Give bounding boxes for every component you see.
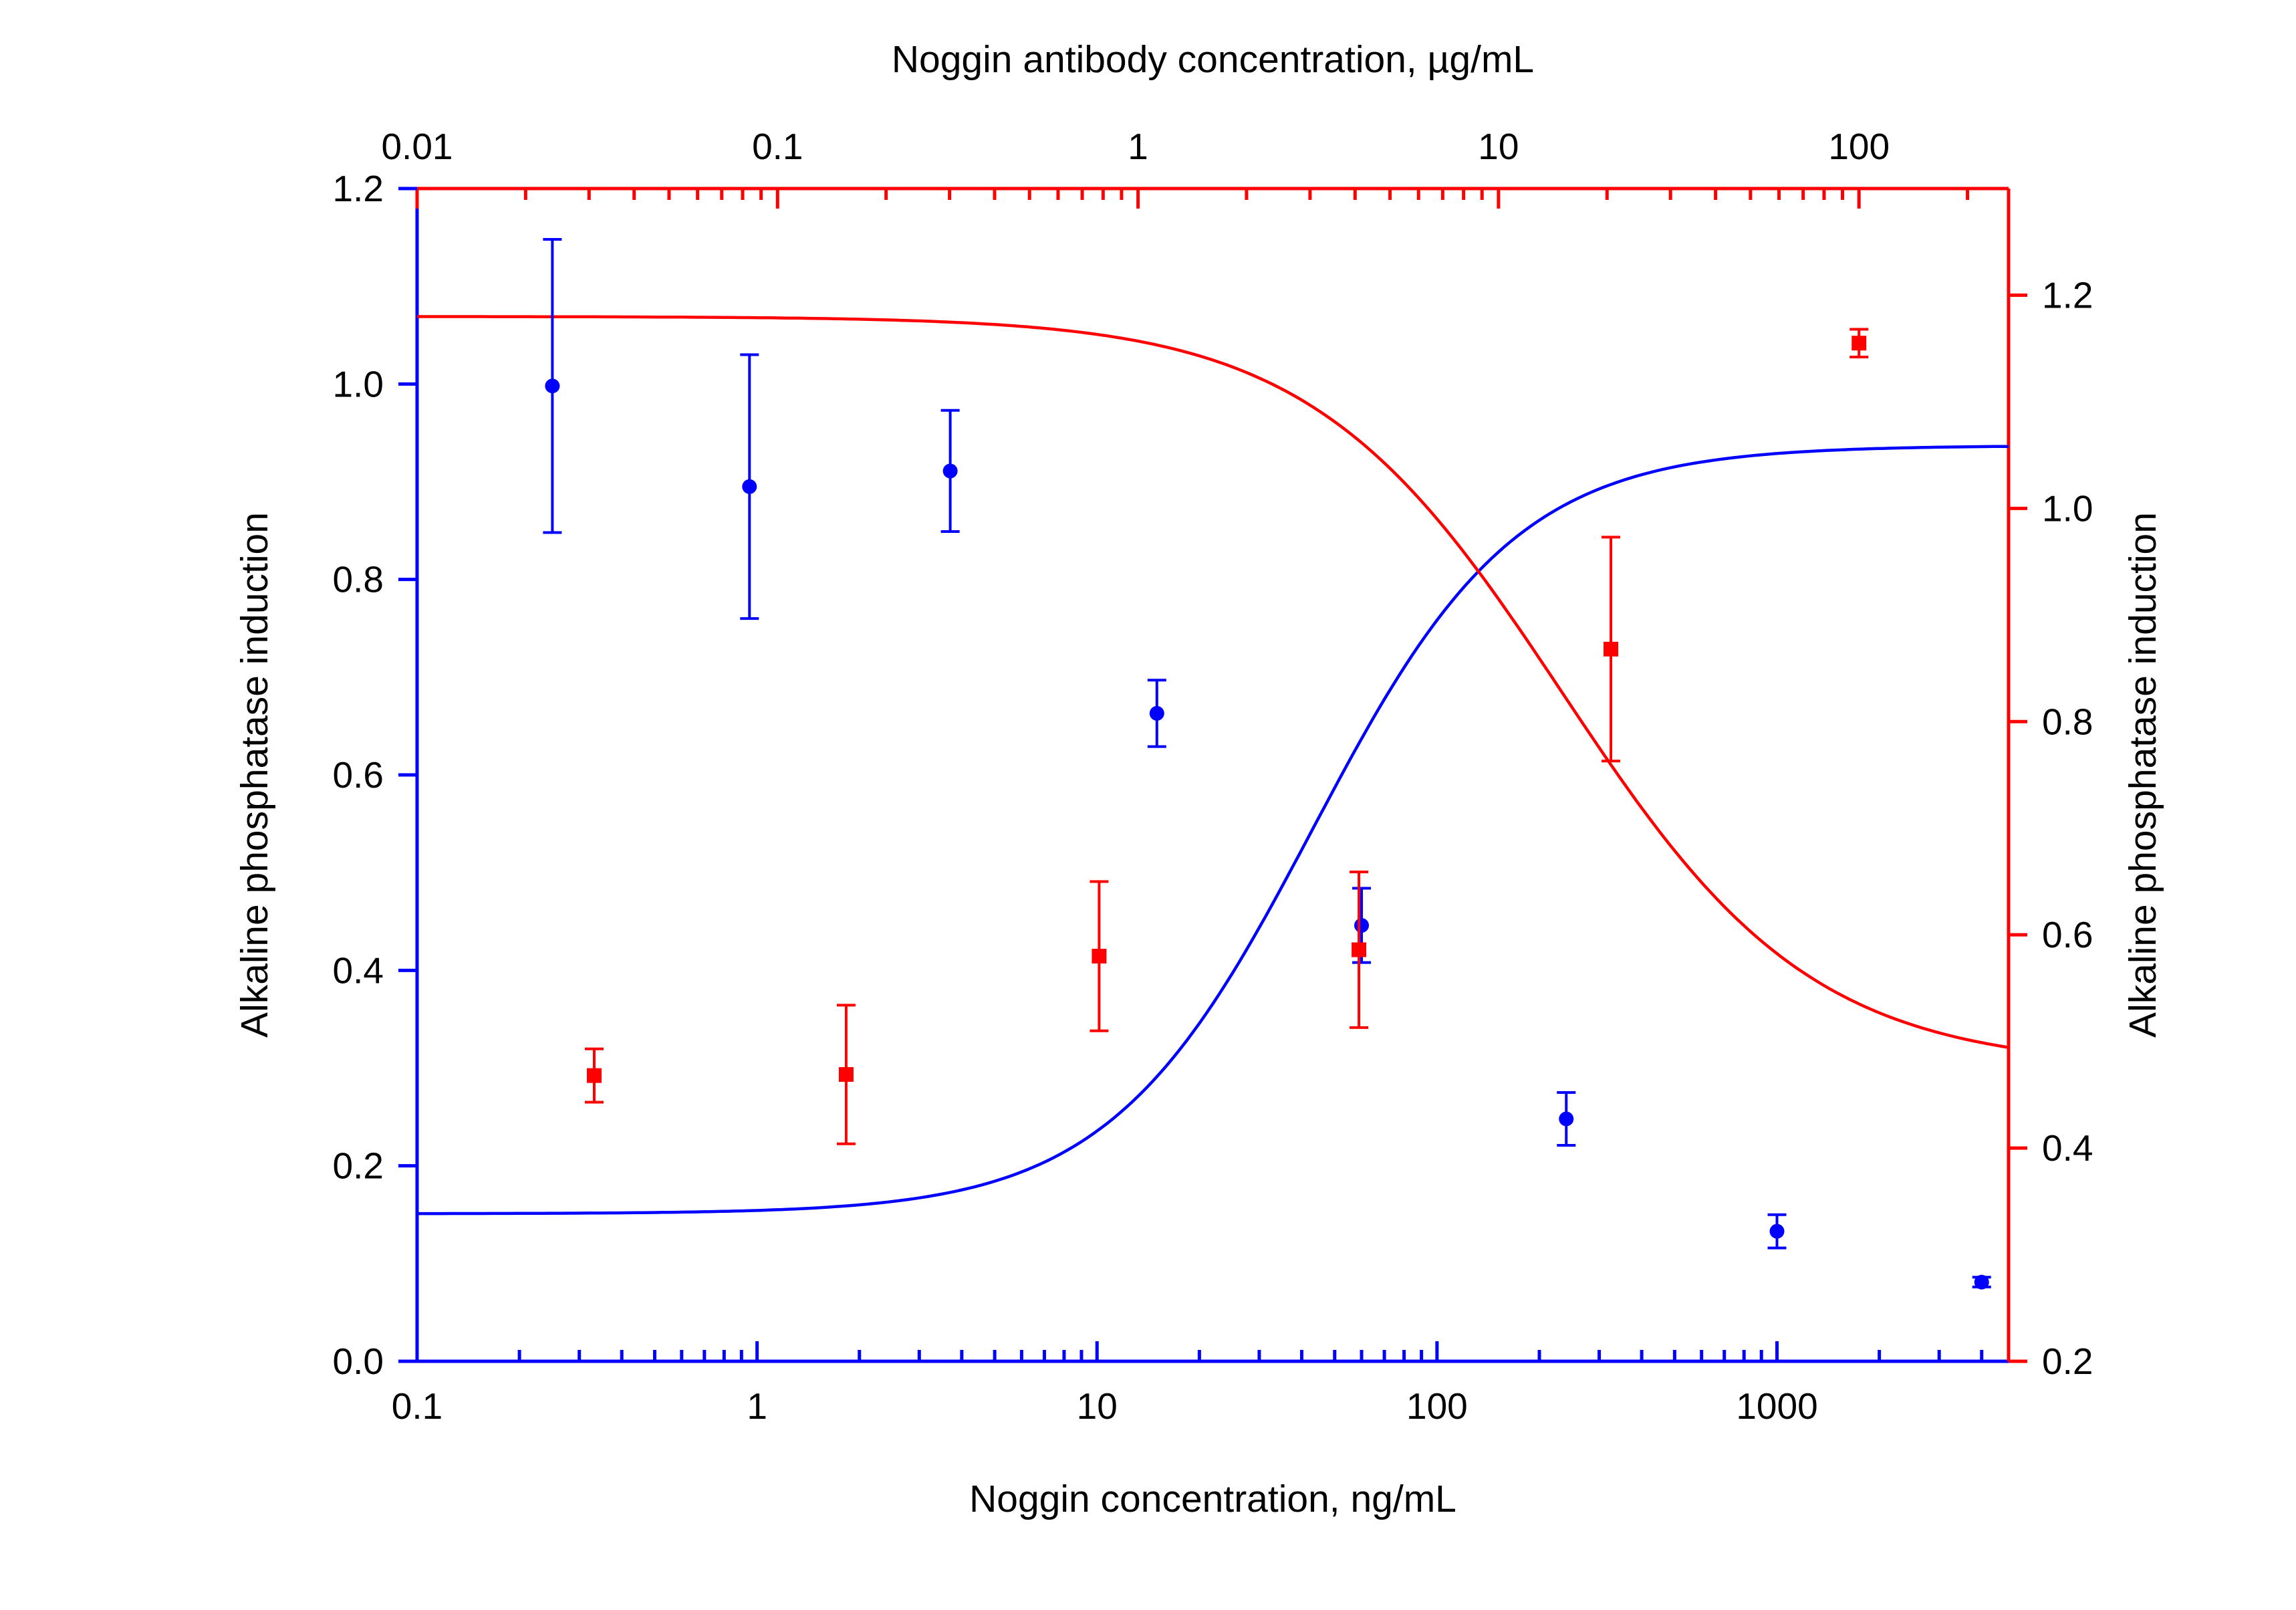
fit-curve-series-2 bbox=[417, 315, 2009, 1049]
left-tick-label: 0.6 bbox=[333, 754, 384, 796]
square-marker bbox=[1852, 336, 1867, 351]
data-point-series-1 bbox=[740, 353, 759, 620]
right-axis-title: Alkaline phosphatase induction bbox=[2122, 512, 2164, 1038]
data-point-series-2 bbox=[1350, 871, 1369, 1029]
bottom-tick-label: 1000 bbox=[1736, 1385, 1817, 1427]
circle-marker bbox=[1149, 705, 1164, 721]
left-tick-label: 0.8 bbox=[333, 559, 384, 600]
fit-curves-layer bbox=[417, 315, 2009, 1216]
square-marker bbox=[1352, 942, 1367, 957]
bottom-tick-label: 10 bbox=[1077, 1385, 1118, 1427]
circle-marker bbox=[1354, 918, 1370, 933]
data-point-series-1 bbox=[1147, 679, 1166, 748]
circle-marker bbox=[1769, 1224, 1785, 1239]
left-axis-title: Alkaline phosphatase induction bbox=[233, 512, 276, 1038]
top-axis-title: Noggin antibody concentration, µg/mL bbox=[892, 38, 1534, 81]
right-tick-label: 0.2 bbox=[2042, 1341, 2093, 1382]
circle-marker bbox=[942, 463, 958, 479]
right-tick-label: 0.4 bbox=[2042, 1127, 2093, 1169]
fit-curve-series-1 bbox=[417, 445, 2009, 1216]
bottom-tick-label: 1 bbox=[747, 1385, 767, 1427]
left-tick-label: 0.2 bbox=[333, 1145, 384, 1187]
data-point-series-2 bbox=[836, 1004, 856, 1145]
right-tick-label: 0.8 bbox=[2042, 701, 2093, 742]
square-marker bbox=[586, 1068, 602, 1083]
circle-marker bbox=[1559, 1111, 1574, 1127]
axes-layer: Noggin concentration, ng/mL Noggin antib… bbox=[233, 38, 2164, 1520]
left-tick-label: 0.4 bbox=[333, 949, 384, 991]
bottom-axis-title: Noggin concentration, ng/mL bbox=[969, 1478, 1456, 1520]
data-point-series-1 bbox=[940, 409, 960, 534]
data-point-series-1 bbox=[1557, 1091, 1576, 1147]
top-tick-label: 0.1 bbox=[752, 126, 803, 167]
top-tick-label: 100 bbox=[1828, 126, 1890, 167]
data-points-layer bbox=[543, 238, 1991, 1290]
data-point-series-1 bbox=[1767, 1213, 1787, 1250]
left-tick-label: 1.0 bbox=[333, 363, 384, 405]
circle-marker bbox=[742, 479, 757, 494]
square-marker bbox=[838, 1067, 854, 1082]
right-tick-label: 0.6 bbox=[2042, 914, 2093, 955]
bottom-tick-label: 100 bbox=[1406, 1385, 1468, 1427]
top-tick-label: 10 bbox=[1478, 126, 1519, 167]
left-tick-label: 0.0 bbox=[333, 1341, 384, 1382]
data-point-series-2 bbox=[1090, 880, 1109, 1032]
circle-marker bbox=[1974, 1274, 1989, 1290]
right-tick-label: 1.2 bbox=[2042, 274, 2093, 316]
circle-marker bbox=[545, 378, 560, 394]
data-point-series-1 bbox=[543, 238, 562, 534]
data-point-series-1 bbox=[1972, 1274, 1991, 1290]
top-tick-label: 1 bbox=[1128, 126, 1148, 167]
right-tick-label: 1.0 bbox=[2042, 487, 2093, 529]
data-point-series-2 bbox=[1849, 328, 1869, 358]
square-marker bbox=[1604, 641, 1619, 657]
plot-frame bbox=[398, 187, 2027, 1363]
top-tick-label: 0.01 bbox=[381, 126, 453, 167]
left-tick-label: 1.2 bbox=[333, 168, 384, 209]
data-point-series-2 bbox=[1602, 536, 1621, 763]
bottom-tick-label: 0.1 bbox=[392, 1385, 442, 1427]
data-point-series-2 bbox=[584, 1047, 604, 1104]
square-marker bbox=[1092, 949, 1107, 964]
